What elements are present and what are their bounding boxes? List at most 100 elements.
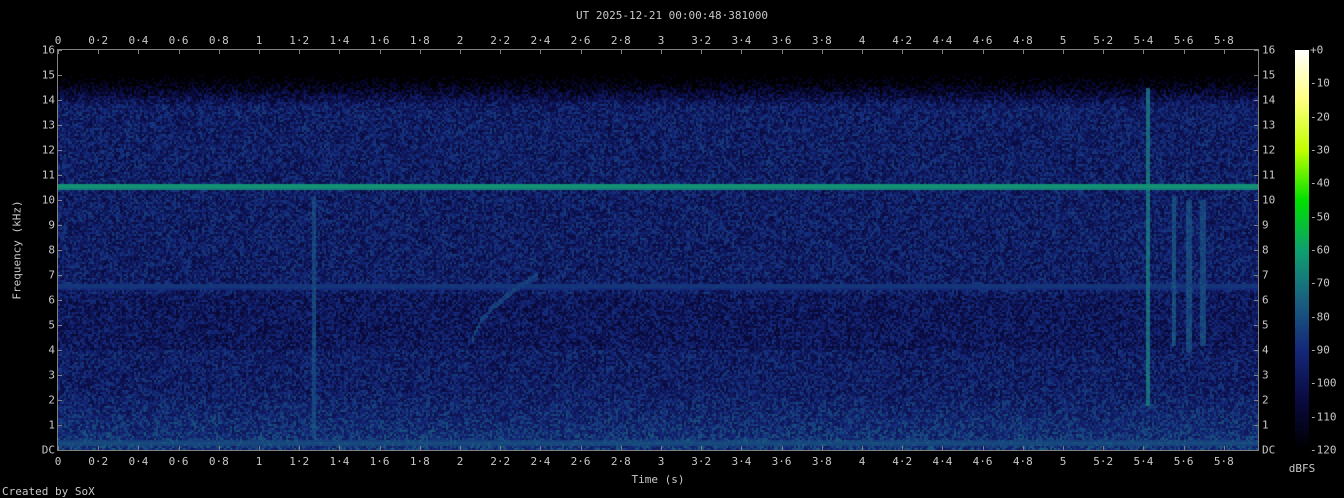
x-tick-label-bottom: 5·6 — [1173, 455, 1194, 468]
y-tick-label-left: 10 — [41, 193, 55, 207]
x-tick-label-top: 0·4 — [128, 34, 149, 47]
x-tick-bottom — [1022, 446, 1024, 450]
y-tick-right — [1254, 200, 1258, 201]
x-tick-top — [1063, 50, 1065, 54]
x-tick-label-top: 5·2 — [1093, 34, 1114, 47]
x-tick-label-top: 3·8 — [811, 34, 832, 47]
x-tick-bottom — [982, 446, 984, 450]
colorbar — [1295, 50, 1309, 450]
x-tick-label-bottom: 2·8 — [610, 455, 631, 468]
x-tick-top — [741, 50, 743, 54]
x-tick-bottom — [620, 446, 622, 450]
y-tick-right — [1254, 150, 1258, 151]
x-tick-label-bottom: 1·6 — [369, 455, 390, 468]
x-tick-label-bottom: 3·8 — [811, 455, 832, 468]
y-tick-left — [58, 375, 62, 376]
x-tick-bottom — [862, 446, 864, 450]
y-tick-right — [1254, 225, 1258, 226]
spectrogram-heatmap — [58, 50, 1258, 450]
x-tick-label-top: 4 — [858, 34, 866, 47]
x-tick-top — [98, 50, 100, 54]
y-tick-label-left: 1 — [48, 418, 55, 432]
y-tick-label-left: 3 — [48, 368, 55, 382]
x-tick-bottom — [178, 446, 180, 450]
x-tick-top — [862, 50, 864, 54]
x-tick-top — [1223, 50, 1225, 54]
x-tick-label-bottom: 3 — [657, 455, 665, 468]
x-tick-top — [701, 50, 703, 54]
x-tick-bottom — [98, 446, 100, 450]
y-tick-left — [58, 200, 62, 201]
y-tick-label-right: 15 — [1262, 68, 1276, 82]
x-tick-top — [540, 50, 542, 54]
x-tick-top — [821, 50, 823, 54]
colorbar-unit: dBFS — [1288, 462, 1316, 475]
y-tick-label-right: 11 — [1262, 168, 1276, 182]
y-tick-label-right: DC — [1262, 443, 1276, 457]
x-tick-top — [299, 50, 301, 54]
x-tick-label-bottom: 2·6 — [570, 455, 591, 468]
colorbar-tick-label: -100 — [1310, 376, 1337, 390]
x-tick-label-bottom: 4·8 — [1012, 455, 1033, 468]
colorbar-tick-label: -20 — [1310, 110, 1330, 124]
x-tick-label-bottom: 0·4 — [128, 455, 149, 468]
y-tick-label-left: 16 — [41, 43, 55, 57]
y-tick-right — [1254, 350, 1258, 351]
x-tick-label-top: 0·2 — [88, 34, 109, 47]
x-tick-label-bottom: 4·4 — [932, 455, 953, 468]
y-tick-label-left: 5 — [48, 318, 55, 332]
y-tick-label-right: 9 — [1262, 218, 1269, 232]
x-tick-top — [620, 50, 622, 54]
y-tick-right — [1254, 50, 1258, 51]
x-tick-label-bottom: 1·8 — [409, 455, 430, 468]
y-tick-right — [1254, 300, 1258, 301]
x-tick-top — [580, 50, 582, 54]
x-tick-bottom — [661, 446, 662, 450]
x-tick-label-top: 4·8 — [1012, 34, 1033, 47]
spectrogram-plot — [57, 49, 1259, 451]
y-tick-left — [58, 175, 62, 176]
x-tick-label-top: 2·6 — [570, 34, 591, 47]
y-tick-left — [58, 75, 62, 76]
x-tick-top — [1183, 50, 1185, 54]
x-tick-top — [178, 50, 180, 54]
y-tick-right — [1254, 325, 1258, 326]
colorbar-tick-label: -70 — [1310, 276, 1330, 290]
x-tick-label-bottom: 0·2 — [88, 455, 109, 468]
y-tick-left — [58, 250, 62, 251]
colorbar-tick-label: -30 — [1310, 143, 1330, 157]
y-tick-label-left: 2 — [48, 393, 55, 407]
x-tick-label-bottom: 5·4 — [1133, 455, 1154, 468]
y-tick-left — [58, 450, 62, 451]
y-tick-left — [58, 150, 62, 151]
y-tick-label-left: 12 — [41, 143, 55, 157]
y-tick-left — [58, 300, 62, 301]
x-tick-top — [661, 50, 662, 54]
x-tick-top — [58, 50, 59, 54]
y-tick-label-right: 7 — [1262, 268, 1269, 282]
x-tick-bottom — [1183, 446, 1185, 450]
y-tick-right — [1254, 100, 1258, 101]
x-tick-label-bottom: 3·6 — [771, 455, 792, 468]
x-tick-bottom — [1143, 446, 1145, 450]
y-tick-label-right: 5 — [1262, 318, 1269, 332]
y-tick-label-right: 16 — [1262, 43, 1276, 57]
y-tick-left — [58, 350, 62, 351]
y-tick-right — [1254, 250, 1258, 251]
y-tick-label-right: 10 — [1262, 193, 1276, 207]
y-tick-left — [58, 425, 62, 426]
x-tick-label-bottom: 4 — [858, 455, 866, 468]
x-tick-bottom — [218, 446, 220, 450]
x-tick-bottom — [379, 446, 381, 450]
x-tick-label-top: 3·4 — [731, 34, 752, 47]
x-tick-label-bottom: 2·2 — [490, 455, 511, 468]
y-tick-left — [58, 125, 62, 126]
y-tick-label-left: 8 — [48, 243, 55, 257]
credit-text: Created by SoX — [2, 485, 95, 498]
x-tick-bottom — [500, 446, 502, 450]
y-tick-label-left: 15 — [41, 68, 55, 82]
x-tick-label-bottom: 1 — [255, 455, 263, 468]
colorbar-tick-label: -90 — [1310, 343, 1330, 357]
x-tick-label-top: 4·6 — [972, 34, 993, 47]
colorbar-tick-label: -10 — [1310, 76, 1330, 90]
